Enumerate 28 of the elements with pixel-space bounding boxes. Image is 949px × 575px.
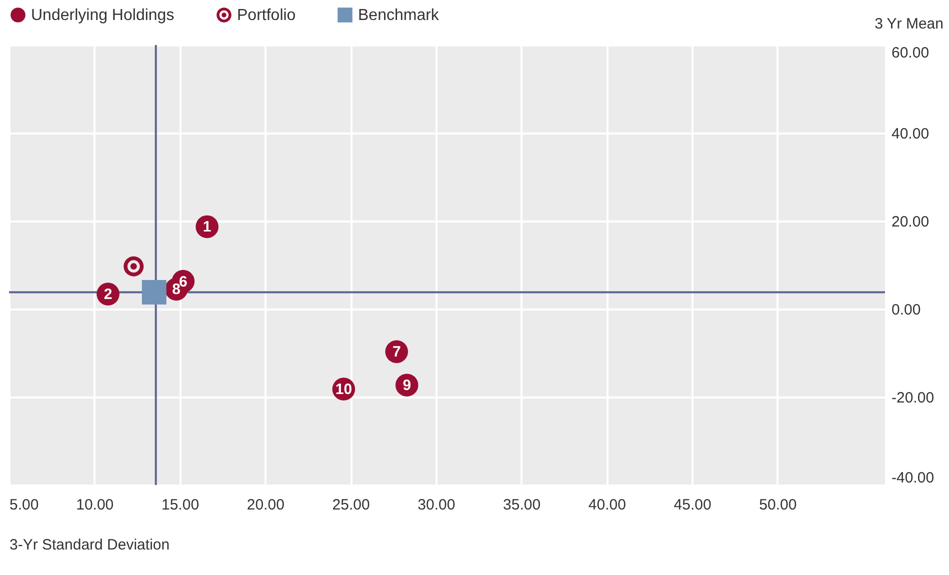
y-axis-title: 3 Yr Mean bbox=[874, 16, 944, 32]
x-tick-label: 45.00 bbox=[674, 496, 712, 514]
y-tick-label: 0.00 bbox=[892, 302, 921, 318]
legend-label: Portfolio bbox=[237, 7, 296, 24]
y-tick-label: 40.00 bbox=[892, 126, 930, 142]
x-tick-label: 15.00 bbox=[161, 496, 200, 514]
annotation: 8 bbox=[172, 281, 181, 298]
x-tick-label: 20.00 bbox=[246, 496, 284, 514]
x-tick-label: 5.00 bbox=[10, 496, 39, 514]
x-tick-label: 30.00 bbox=[418, 496, 456, 514]
y-tick-label: 60.00 bbox=[892, 44, 930, 62]
legend-label: Benchmark bbox=[358, 7, 440, 24]
y-tick-label: 20.00 bbox=[892, 214, 930, 230]
annotation: 9 bbox=[402, 377, 412, 394]
x-tick-label: 35.00 bbox=[503, 496, 541, 514]
annotation: 6 bbox=[179, 273, 188, 290]
x-tick-label: 50.00 bbox=[759, 496, 797, 514]
annotation: 2 bbox=[104, 286, 112, 304]
x-tick-label: 10.00 bbox=[76, 496, 114, 514]
x-tick-label: 40.00 bbox=[588, 496, 626, 514]
annotation: 10 bbox=[335, 381, 352, 398]
x-tick-label: 25.00 bbox=[332, 496, 370, 514]
annotation: 1 bbox=[202, 218, 212, 236]
x-axis-title: 3-Yr Standard Deviation bbox=[10, 536, 170, 554]
y-tick-label: -40.00 bbox=[892, 470, 934, 486]
legend-label: Underlying Holdings bbox=[31, 7, 174, 24]
y-tick-label: -20.00 bbox=[892, 390, 934, 406]
annotation: 7 bbox=[392, 344, 401, 361]
